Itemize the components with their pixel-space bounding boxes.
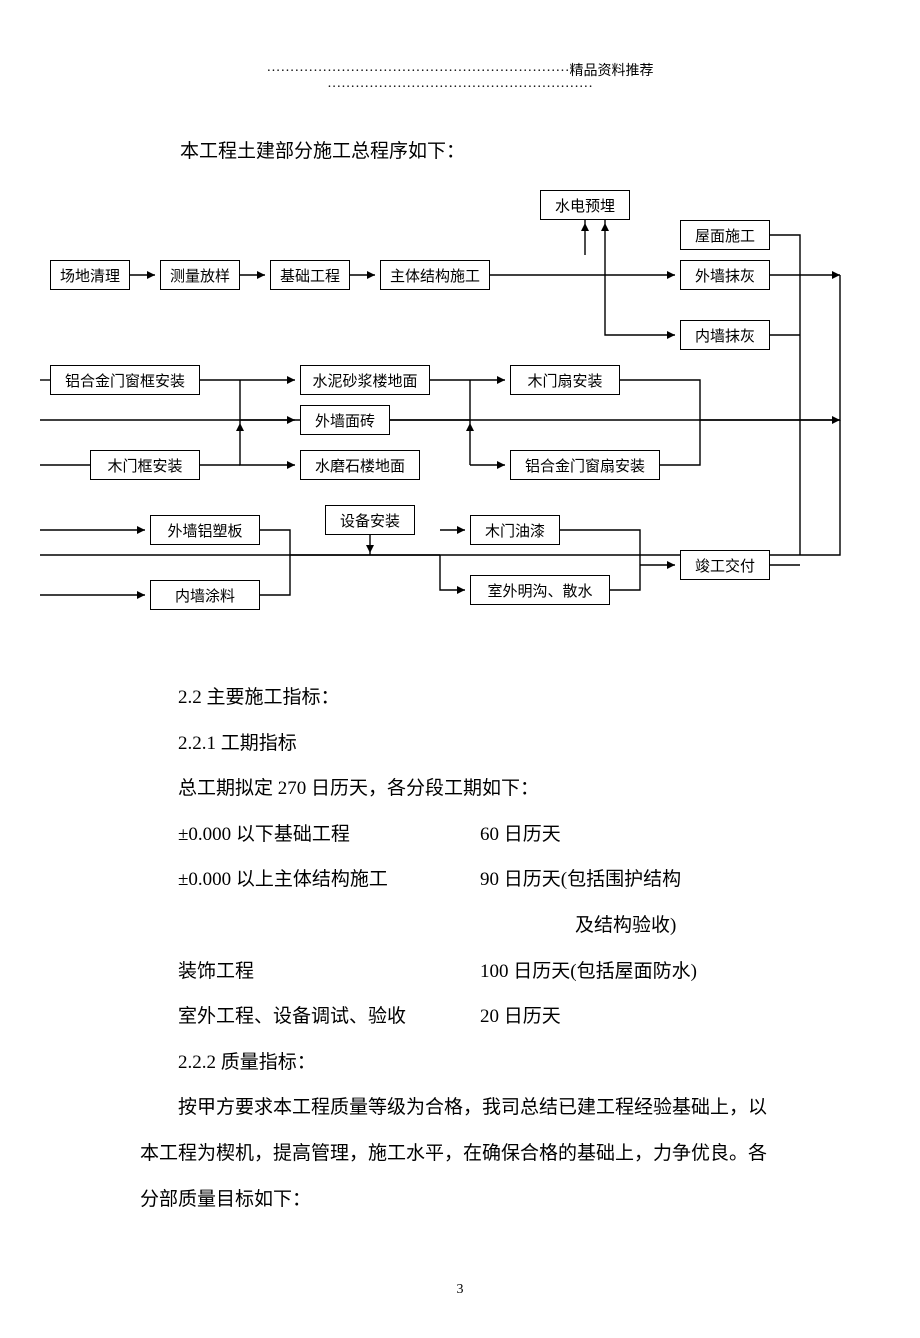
- sec-2-2-1: 2.2.1 工期指标: [140, 721, 780, 767]
- schedule-item: 室外工程、设备调试、验收: [140, 994, 480, 1040]
- flow-node: 水泥砂浆楼地面: [300, 365, 430, 395]
- schedule-row: ±0.000 以上主体结构施工90 日历天(包括围护结构: [140, 857, 780, 903]
- schedule-extra: 及结构验收): [480, 903, 780, 949]
- flow-node: 室外明沟、散水: [470, 575, 610, 605]
- sec-2-2: 2.2 主要施工指标：: [140, 675, 780, 721]
- schedule-row: 室外工程、设备调试、验收20 日历天: [140, 994, 780, 1040]
- flow-node: 木门油漆: [470, 515, 560, 545]
- schedule-item: ±0.000 以下基础工程: [140, 812, 480, 858]
- schedule-row: ±0.000 以下基础工程60 日历天: [140, 812, 780, 858]
- flow-node: 场地清理: [50, 260, 130, 290]
- flow-node: 设备安装: [325, 505, 415, 535]
- flow-node: 木门扇安装: [510, 365, 620, 395]
- flow-node: 铝合金门窗扇安装: [510, 450, 660, 480]
- page-number: 3: [40, 1282, 880, 1298]
- flowchart: 场地清理测量放样基础工程主体结构施工 水电预埋屋面施工外墙抹灰内墙抹灰铝合金门窗框…: [40, 175, 880, 625]
- intro-line: 本工程土建部分施工总程序如下：: [180, 136, 880, 163]
- flow-node: 外墙铝塑板: [150, 515, 260, 545]
- sec-2-2-2: 2.2.2 质量指标：: [140, 1040, 780, 1086]
- schedule-days: 100 日历天(包括屋面防水): [480, 949, 780, 995]
- flow-node: 外墙抹灰: [680, 260, 770, 290]
- flow-node: 主体结构施工: [380, 260, 490, 290]
- flow-node: 水电预埋: [540, 190, 630, 220]
- flow-node: 屋面施工: [680, 220, 770, 250]
- flow-node: 测量放样: [160, 260, 240, 290]
- flow-node: 内墙涂料: [150, 580, 260, 610]
- schedule-days: 60 日历天: [480, 812, 780, 858]
- schedule-row: 装饰工程100 日历天(包括屋面防水): [140, 949, 780, 995]
- schedule-item: ±0.000 以上主体结构施工: [140, 857, 480, 903]
- schedule-days: 90 日历天(包括围护结构: [480, 857, 780, 903]
- schedule-days: 20 日历天: [480, 994, 780, 1040]
- flow-node: 内墙抹灰: [680, 320, 770, 350]
- quality-para: 按甲方要求本工程质量等级为合格，我司总结已建工程经验基础上，以本工程为楔机，提高…: [140, 1085, 780, 1222]
- header-ornament: ········································…: [40, 60, 880, 96]
- flow-node: 水磨石楼地面: [300, 450, 420, 480]
- flow-node: 竣工交付: [680, 550, 770, 580]
- body-text: 2.2 主要施工指标： 2.2.1 工期指标 总工期拟定 270 日历天，各分段…: [140, 675, 780, 1222]
- schedule-item: 装饰工程: [140, 949, 480, 995]
- flow-node: 基础工程: [270, 260, 350, 290]
- total-duration: 总工期拟定 270 日历天，各分段工期如下：: [140, 766, 780, 812]
- flow-node: 外墙面砖: [300, 405, 390, 435]
- flow-node: 木门框安装: [90, 450, 200, 480]
- flow-node: 铝合金门窗框安装: [50, 365, 200, 395]
